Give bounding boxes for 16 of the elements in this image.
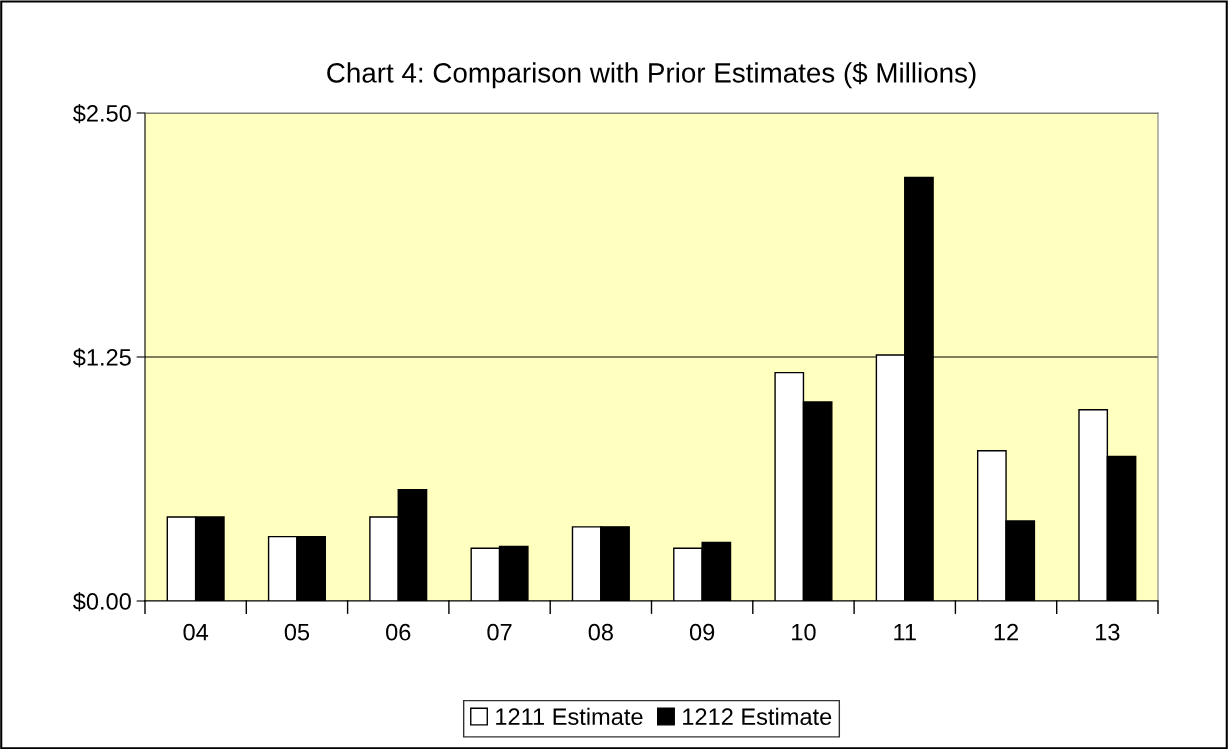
x-tick-label: 09 (689, 623, 715, 641)
x-tick-label: 11 (894, 624, 916, 641)
x-tick-label: 08 (588, 623, 613, 641)
x-tick-label: 10 (792, 623, 816, 641)
y-tick-label: $2.50 (72, 104, 131, 124)
y-tick-label: $1.25 (72, 348, 131, 368)
x-tick-label: 12 (994, 623, 1018, 641)
chart-title: Chart 4: Comparison with Prior Estimates ($ Millions) (327, 61, 976, 89)
x-tick-label: 13 (1096, 623, 1120, 641)
x-tick-label: 07 (487, 623, 512, 641)
legend-label: 1212 Estimate (683, 707, 832, 726)
legend-label: 1211 Estimate (496, 707, 643, 726)
y-tick-label: $0.00 (72, 592, 131, 612)
x-tick-label: 05 (284, 623, 310, 641)
x-tick-label: 04 (183, 623, 209, 641)
x-tick-label: 06 (386, 623, 411, 641)
